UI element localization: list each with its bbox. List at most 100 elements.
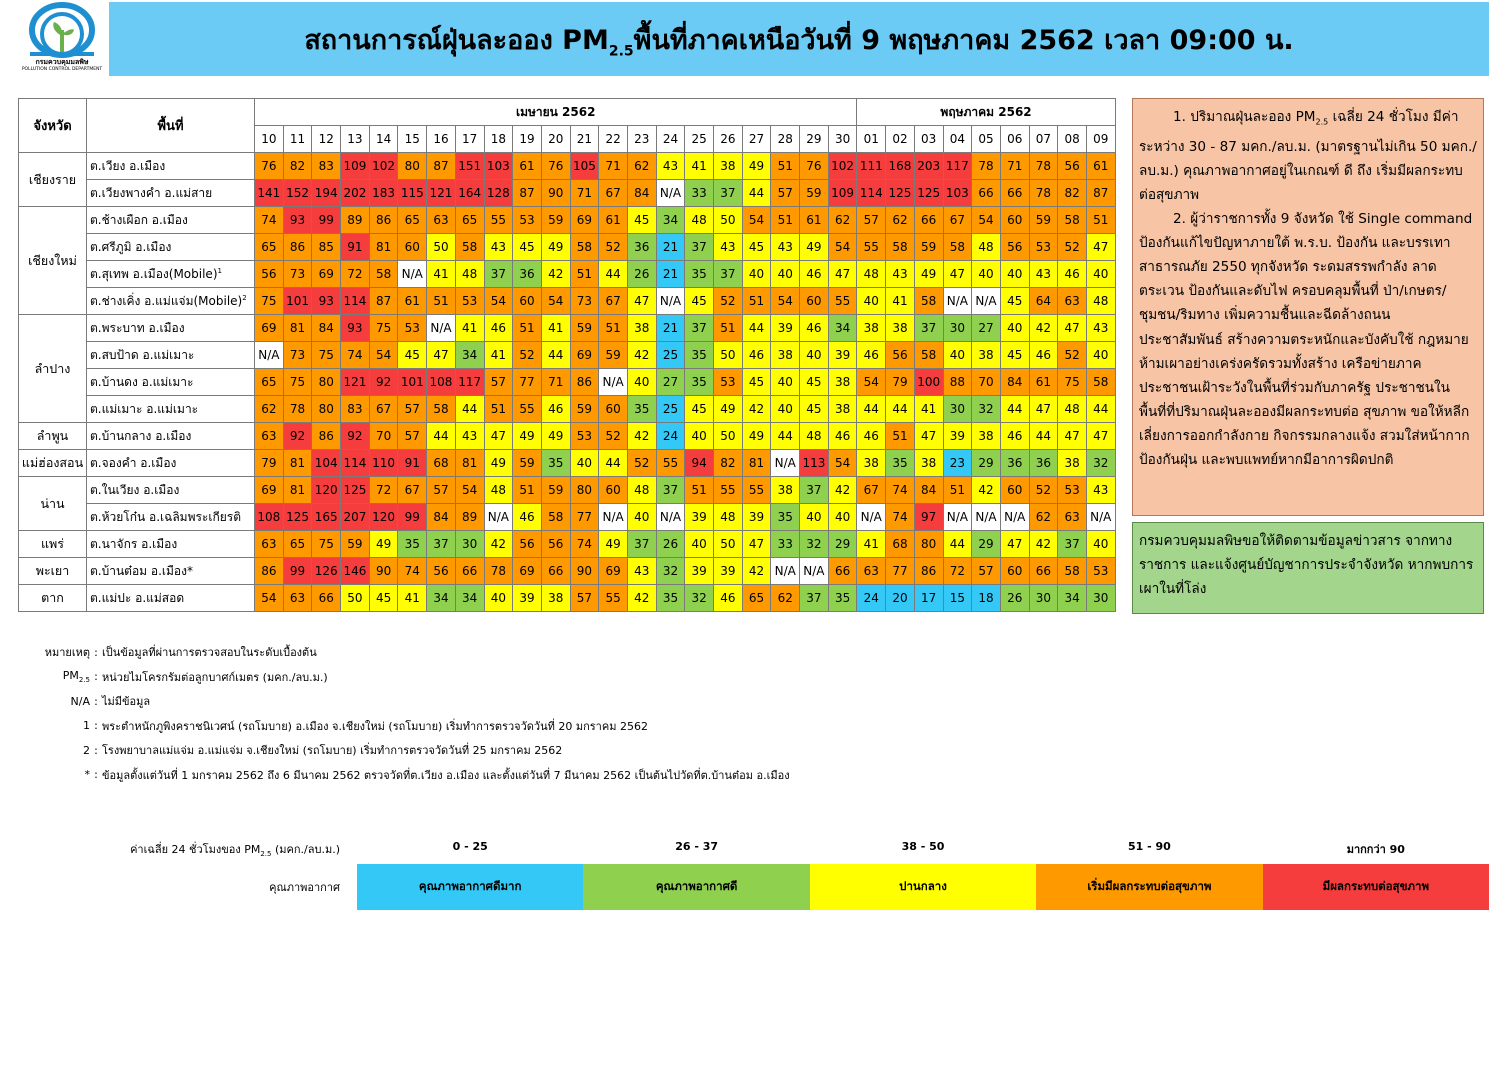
pm-value-cell: 39 — [827, 341, 858, 369]
pm-value-cell: 57 — [397, 395, 428, 423]
pm-value-cell: 44 — [999, 395, 1030, 423]
pm-value-cell: 125 — [885, 179, 915, 207]
day-header: 10 — [254, 125, 284, 153]
pm-value-cell: 165 — [311, 503, 342, 531]
pm-value-cell: 61 — [598, 206, 628, 234]
pm-value-cell: 102 — [827, 152, 858, 180]
pm-value-cell: N/A — [770, 449, 801, 477]
column-header-province: จังหวัด — [18, 98, 87, 153]
pm-value-cell: 75 — [311, 341, 342, 369]
pm-value-cell: 60 — [397, 233, 428, 261]
pm-value-cell: 59 — [799, 179, 829, 207]
day-header: 27 — [741, 125, 772, 153]
pm-value-cell: 49 — [483, 449, 514, 477]
pm-value-cell: 27 — [655, 368, 686, 396]
pm-value-cell: 86 — [282, 233, 313, 261]
pm-value-cell: 47 — [1085, 422, 1116, 450]
pm-value-cell: 21 — [655, 314, 686, 342]
pm-value-cell: 72 — [942, 557, 973, 585]
pm-value-cell: 86 — [368, 206, 399, 234]
pm-value-cell: 48 — [1085, 287, 1116, 315]
pm-value-cell: 67 — [397, 476, 428, 504]
pm-value-cell: 44 — [1028, 422, 1059, 450]
pm-value-cell: 152 — [282, 179, 313, 207]
pm-value-cell: 60 — [598, 476, 628, 504]
pm-value-cell: 46 — [856, 341, 887, 369]
pm-value-cell: 48 — [684, 206, 714, 234]
pm-value-cell: 86 — [913, 557, 944, 585]
day-header: 25 — [684, 125, 714, 153]
column-header-area: พื้นที่ — [86, 98, 255, 153]
pm-value-cell: 40 — [799, 503, 829, 531]
pm-value-cell: 42 — [741, 395, 772, 423]
pm-value-cell: 39 — [684, 557, 714, 585]
pm-value-cell: 62 — [1028, 503, 1059, 531]
pm-value-cell: 67 — [368, 395, 399, 423]
pm-value-cell: 141 — [254, 179, 284, 207]
pm-value-cell: 125 — [340, 476, 370, 504]
pm-value-cell: 82 — [713, 449, 743, 477]
pm-value-cell: 46 — [856, 422, 887, 450]
pm-value-cell: 21 — [655, 260, 686, 288]
pm-value-cell: 97 — [913, 503, 944, 531]
pm-value-cell: 60 — [999, 206, 1030, 234]
pm-value-cell: 57 — [426, 476, 456, 504]
day-header: 29 — [799, 125, 829, 153]
title-bar: สถานการณ์ฝุ่นละออง PM2.5พื้นที่ภาคเหนือว… — [109, 2, 1489, 76]
pm-value-cell: 42 — [626, 422, 657, 450]
pm-value-cell: 39 — [770, 314, 801, 342]
pm-value-cell: 79 — [254, 449, 284, 477]
pm-value-cell: 48 — [971, 233, 1001, 261]
pm-value-cell: 30 — [454, 530, 485, 558]
pm-value-cell: 45 — [999, 287, 1030, 315]
pm-value-cell: 37 — [483, 260, 514, 288]
area-cell: ต.ศรีภูมิ อ.เมือง — [86, 233, 255, 261]
pm-value-cell: 58 — [913, 341, 944, 369]
pm-value-cell: 66 — [311, 584, 342, 612]
pm-value-cell: 109 — [340, 152, 370, 180]
note-row: PM2.5: หน่วยไมโครกรัมต่อลูกบาศก์เมตร (มคก… — [62, 669, 328, 685]
pm-value-cell: 40 — [626, 368, 657, 396]
pm-value-cell: 37 — [655, 476, 686, 504]
pm-value-cell: 61 — [799, 206, 829, 234]
legend-level: มีผลกระทบต่อสุขภาพ — [1262, 864, 1490, 910]
legend-level: เริ่มมีผลกระทบต่อสุขภาพ — [1036, 864, 1263, 910]
pm-value-cell: 99 — [282, 557, 313, 585]
pm-value-cell: 26 — [999, 584, 1030, 612]
pm-value-cell: 87 — [512, 179, 542, 207]
pm-value-cell: 62 — [827, 206, 858, 234]
pm-value-cell: 59 — [512, 449, 542, 477]
pm-value-cell: 84 — [913, 476, 944, 504]
pm-value-cell: 81 — [368, 233, 399, 261]
pm-value-cell: 47 — [827, 260, 858, 288]
pm-value-cell: 38 — [1057, 449, 1087, 477]
pm-value-cell: 84 — [311, 314, 342, 342]
day-header: 13 — [340, 125, 370, 153]
pm-value-cell: 41 — [483, 341, 514, 369]
pm-value-cell: 87 — [426, 152, 456, 180]
pm-value-cell: 58 — [1057, 206, 1087, 234]
pm-value-cell: 75 — [1057, 368, 1087, 396]
pm-value-cell: 86 — [311, 422, 342, 450]
pm-value-cell: 55 — [512, 395, 542, 423]
day-header: 04 — [942, 125, 973, 153]
pm-value-cell: 40 — [999, 260, 1030, 288]
pm-value-cell: 51 — [483, 395, 514, 423]
pm-value-cell: 38 — [540, 584, 571, 612]
pm-value-cell: 43 — [626, 557, 657, 585]
day-header: 03 — [913, 125, 944, 153]
pm-value-cell: 44 — [454, 395, 485, 423]
pm-value-cell: 76 — [799, 152, 829, 180]
pm-value-cell: 51 — [713, 314, 743, 342]
advice-text: กรมควบคุมมลพิษขอให้ติดตามข้อมูลข่าวสาร จ… — [1139, 533, 1474, 597]
pm-value-cell: 50 — [713, 341, 743, 369]
pm-value-cell: 67 — [598, 179, 628, 207]
pm-value-cell: 71 — [540, 368, 571, 396]
pm-value-cell: 35 — [540, 449, 571, 477]
pm-value-cell: 43 — [1085, 476, 1116, 504]
pm-value-cell: 57 — [397, 422, 428, 450]
pm-value-cell: 58 — [368, 260, 399, 288]
area-cell: ต.เวียง อ.เมือง — [86, 152, 255, 180]
pm-value-cell: 49 — [540, 233, 571, 261]
day-header: 17 — [454, 125, 485, 153]
